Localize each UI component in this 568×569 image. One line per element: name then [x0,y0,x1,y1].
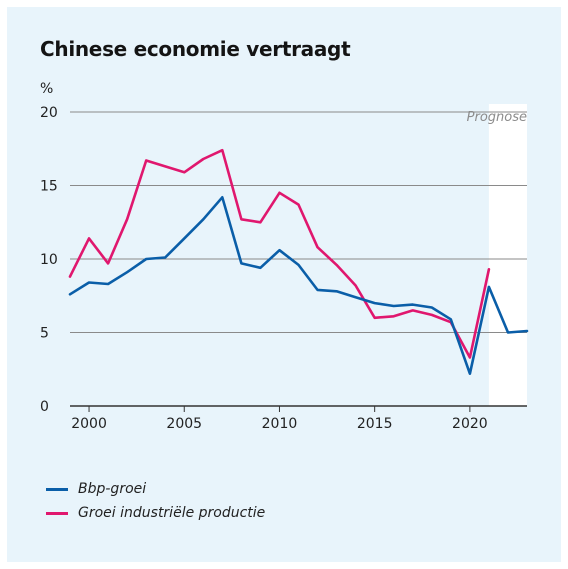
forecast-label: Prognose [467,110,527,125]
y-tick-label-15: 15 [40,179,58,195]
y-tick-label-10: 10 [40,252,58,268]
y-tick-label-20: 20 [40,105,58,121]
legend-item-industriele-productie: Groei industriële productie [46,501,265,525]
x-tick-label-2005: 2005 [166,416,202,432]
series-line-industriele-productie [68,148,491,359]
x-tick-label-2015: 2015 [357,416,393,432]
x-tick-label-2010: 2010 [262,416,298,432]
legend-swatch-bbp-groei [46,487,68,491]
y-tick-label-5: 5 [40,326,49,342]
x-tick-label-2020: 2020 [452,416,488,432]
legend-label-industriele-productie: Groei industriële productie [78,505,266,521]
chart-title: Chinese economie vertraagt [40,37,351,61]
forecast-area [488,104,527,406]
legend-swatch-industriele-productie [46,511,68,515]
series-line-bbp-groei [68,196,529,376]
y-tick-label-0: 0 [40,399,49,415]
legend-item-bbp-groei: Bbp-groei [46,477,265,501]
x-tick-label-2000: 2000 [71,416,107,432]
legend-label-bbp-groei: Bbp-groei [78,481,147,497]
y-axis-unit-label: % [40,81,53,97]
legend: Bbp-groei Groei industriële productie [46,477,265,525]
